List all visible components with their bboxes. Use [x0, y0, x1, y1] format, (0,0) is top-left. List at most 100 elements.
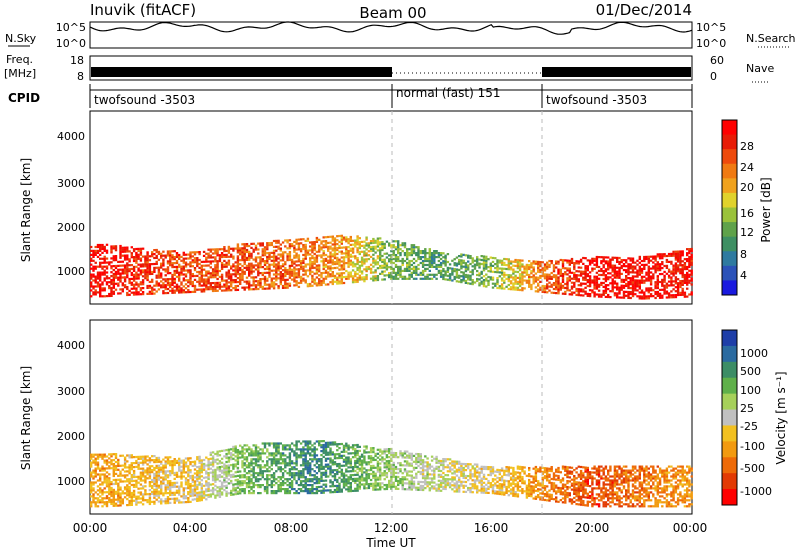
power-cell-1036 [255, 256, 257, 258]
velocity-cell-137 [108, 491, 110, 493]
power-cell-2380 [501, 272, 503, 274]
power-cell-228 [124, 270, 126, 272]
velocity-cell-245 [122, 465, 124, 467]
power-cell-3323 [677, 254, 679, 256]
velocity-cell-533 [165, 500, 167, 502]
power-cell-2958 [618, 273, 620, 275]
power-cell-3170 [654, 283, 656, 285]
power-cell-929 [239, 267, 241, 269]
power-cell-3269 [670, 273, 672, 275]
power-cell-3292 [675, 286, 677, 288]
power-cell-1475 [320, 242, 322, 244]
velocity-cell-1340 [284, 466, 286, 468]
power-cell-1921 [393, 250, 395, 252]
power-cell-3387 [686, 254, 688, 256]
power-cell-1201 [280, 265, 282, 267]
power-cell-2463 [519, 275, 521, 277]
power-cell-2411 [508, 262, 510, 264]
velocity-cell-896 [219, 476, 221, 478]
velocity-cell-1510 [307, 450, 309, 452]
velocity-cell-645 [180, 474, 182, 476]
power-cell-3025 [630, 267, 632, 269]
power-cell-1544 [332, 271, 334, 273]
power-cell-3060 [636, 295, 638, 297]
power-cell-3200 [659, 289, 661, 291]
power-cell-179 [115, 247, 117, 249]
power-cell-2096 [429, 264, 431, 266]
power-cell-491 [167, 270, 169, 272]
power-cell-1030 [255, 280, 257, 282]
power-cell-2295 [481, 281, 483, 283]
velocity-cell-701 [189, 489, 191, 491]
velocity-cell-109 [104, 469, 106, 471]
power-cell-1971 [402, 258, 404, 260]
power-cell-827 [223, 264, 225, 266]
velocity-cell-535 [165, 492, 167, 494]
power-cell-2813 [593, 284, 595, 286]
power-cell-2216 [460, 271, 462, 273]
power-cell-2385 [501, 260, 503, 262]
power-cell-3318 [677, 266, 679, 268]
power-cell-3122 [645, 264, 647, 266]
power-cell-2003 [408, 264, 410, 266]
power-cell-677 [198, 267, 200, 269]
power-cell-1378 [307, 269, 309, 271]
power-cell-551 [176, 266, 178, 268]
power-cell-2484 [523, 279, 525, 281]
power-cell-2827 [596, 280, 598, 282]
velocity-cell-411 [146, 467, 148, 469]
power-cell-1046 [257, 270, 259, 272]
power-cell-1073 [262, 272, 264, 274]
power-cell-2985 [623, 265, 625, 267]
power-cell-3163 [652, 258, 654, 260]
power-cell-1634 [343, 252, 345, 254]
velocity-cell-22 [92, 495, 94, 497]
velocity-cell-505 [160, 498, 162, 500]
velocity-cell-819 [207, 486, 209, 488]
velocity-cell-138 [108, 489, 110, 491]
power-cell-2239 [465, 266, 467, 268]
velocity-cell-408 [146, 473, 148, 475]
power-cell-1349 [302, 268, 304, 270]
velocity-cell-132 [106, 455, 108, 457]
velocity-cell-794 [203, 493, 205, 495]
power-cell-2773 [584, 265, 586, 267]
power-cell-1759 [363, 260, 365, 262]
power-cell-2142 [440, 274, 442, 276]
velocity-cell-356 [140, 501, 142, 503]
power-cell-1487 [323, 254, 325, 256]
velocity-cell-917 [221, 450, 223, 452]
power-cell-3097 [641, 270, 643, 272]
power-cell-222 [124, 286, 126, 288]
power-cell-2752 [582, 294, 584, 296]
power-cell-1422 [314, 267, 316, 269]
power-cell-36 [95, 278, 97, 280]
velocity-cell-648 [180, 466, 182, 468]
power-cell-2158 [442, 256, 444, 258]
power-cell-1130 [268, 242, 270, 244]
power-cell-2040 [415, 254, 417, 256]
velocity-cell-842 [210, 452, 212, 454]
power-cell-2686 [569, 293, 571, 295]
power-cell-743 [210, 262, 212, 264]
power-cell-2729 [578, 294, 580, 296]
power-cell-1440 [316, 265, 318, 267]
power-cell-158 [113, 275, 115, 277]
power-cell-3180 [657, 295, 659, 297]
power-cell-2672 [564, 267, 566, 269]
power-cell-1330 [298, 242, 300, 244]
power-cell-2717 [573, 264, 575, 266]
power-cell-217 [122, 261, 124, 263]
power-cell-1701 [354, 265, 356, 267]
power-cell-3398 [688, 262, 690, 264]
power-cell-1960 [399, 260, 401, 262]
velocity-cell-133 [108, 501, 110, 503]
power-cell-1722 [356, 243, 358, 245]
power-cell-950 [241, 247, 243, 249]
power-cell-1935 [395, 248, 397, 250]
power-cell-1352 [302, 260, 304, 262]
power-cell-2035 [415, 272, 417, 274]
power-cell-1365 [305, 264, 307, 266]
power-cell-2062 [422, 274, 424, 276]
power-cell-2503 [528, 276, 530, 278]
